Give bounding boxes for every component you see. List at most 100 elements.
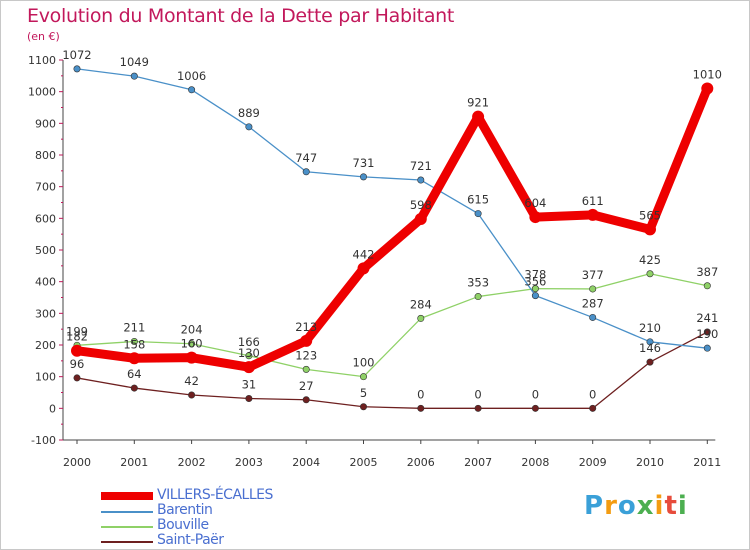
data-label: 604 xyxy=(524,196,546,210)
data-point xyxy=(701,82,714,95)
y-tick-label: 700 xyxy=(35,181,56,194)
data-label: 123 xyxy=(295,348,317,362)
data-label: 1049 xyxy=(120,55,149,69)
data-label: 96 xyxy=(70,357,85,371)
data-point xyxy=(589,313,597,321)
data-point xyxy=(472,110,485,123)
y-tick-label: 200 xyxy=(35,339,56,352)
data-label: 0 xyxy=(589,387,596,401)
y-tick-label: 800 xyxy=(35,149,56,162)
logo-letter: t xyxy=(664,491,678,521)
data-point xyxy=(188,340,196,348)
legend-swatch-saint-paer xyxy=(101,541,153,543)
series-line xyxy=(76,273,708,378)
data-label: 1010 xyxy=(693,68,722,82)
data-label: 0 xyxy=(474,387,481,401)
data-label: 598 xyxy=(410,198,432,212)
y-tick-label: 0 xyxy=(49,402,56,415)
legend-item-barentin: Barentin xyxy=(101,502,321,519)
data-label: 731 xyxy=(353,156,375,170)
legend-label-saint-paer: Saint-Paër xyxy=(157,532,224,548)
proxiti-logo: Proxiti xyxy=(584,491,688,521)
axes: -100010020030040050060070080090010001100… xyxy=(28,54,721,469)
data-point xyxy=(417,314,425,322)
legend-item-saint-paer: Saint-Paër xyxy=(101,532,321,549)
data-label: 213 xyxy=(295,320,317,334)
data-label: 241 xyxy=(696,311,718,325)
logo-letter: i xyxy=(654,491,665,521)
data-point xyxy=(130,72,138,80)
x-tick-label: 2003 xyxy=(235,456,263,469)
data-label: 166 xyxy=(238,335,260,349)
data-label: 158 xyxy=(123,337,145,351)
data-point xyxy=(531,292,539,300)
data-label: 100 xyxy=(353,356,375,370)
data-point xyxy=(589,285,597,293)
y-tick-label: -100 xyxy=(31,434,56,447)
legend-swatch-villers xyxy=(101,492,153,500)
y-tick-label: 300 xyxy=(35,307,56,320)
data-label: 5 xyxy=(360,386,367,400)
x-tick-label: 2004 xyxy=(292,456,320,469)
data-point xyxy=(188,391,196,399)
data-point xyxy=(245,123,253,131)
data-label: 287 xyxy=(582,296,604,310)
logo-letter: x xyxy=(636,491,655,521)
data-point xyxy=(474,293,482,301)
data-point xyxy=(300,334,313,347)
data-point xyxy=(302,365,310,373)
y-tick-label: 500 xyxy=(35,244,56,257)
x-tick-label: 2006 xyxy=(407,456,435,469)
data-point xyxy=(417,404,425,412)
data-point xyxy=(703,328,711,336)
x-tick-label: 2007 xyxy=(464,456,492,469)
data-point xyxy=(586,208,599,221)
data-point xyxy=(245,352,253,360)
data-point xyxy=(531,285,539,293)
logo-letter: P xyxy=(584,491,605,521)
data-label: 210 xyxy=(639,321,661,335)
line-chart: -100010020030040050060070080090010001100… xyxy=(28,48,722,469)
legend-label-barentin: Barentin xyxy=(157,502,213,518)
data-point xyxy=(359,173,367,181)
data-label: 611 xyxy=(582,194,604,208)
data-label: 1006 xyxy=(177,69,206,83)
legend: VILLERS-ÉCALLES Barentin Bouville Saint-… xyxy=(101,487,321,549)
legend-item-villers: VILLERS-ÉCALLES xyxy=(101,487,321,504)
legend-swatch-bouville xyxy=(101,526,153,528)
data-point xyxy=(646,270,654,278)
data-point xyxy=(703,282,711,290)
data-label: 0 xyxy=(532,387,539,401)
data-point xyxy=(414,212,427,225)
data-label: 356 xyxy=(524,275,546,289)
data-label: 190 xyxy=(696,327,718,341)
data-point xyxy=(589,404,597,412)
data-point xyxy=(359,403,367,411)
data-label: 27 xyxy=(299,379,314,393)
data-point xyxy=(128,352,141,365)
legend-item-bouville: Bouville xyxy=(101,517,321,534)
x-tick-label: 2011 xyxy=(693,456,721,469)
data-label: 182 xyxy=(66,330,88,344)
data-label: 425 xyxy=(639,253,661,267)
series-line xyxy=(76,331,708,409)
x-tick-label: 2009 xyxy=(579,456,607,469)
data-label: 31 xyxy=(242,378,257,392)
data-point xyxy=(474,404,482,412)
y-tick-label: 1100 xyxy=(28,54,56,67)
data-point xyxy=(130,384,138,392)
data-label: 130 xyxy=(238,346,260,360)
data-label: 0 xyxy=(417,387,424,401)
chart-subtitle: (en €) xyxy=(27,30,60,43)
data-label: 64 xyxy=(127,367,142,381)
data-point xyxy=(474,210,482,218)
y-tick-label: 100 xyxy=(35,371,56,384)
logo-letter: o xyxy=(617,491,637,521)
data-label: 615 xyxy=(467,193,489,207)
data-label: 921 xyxy=(467,96,489,110)
data-label: 1072 xyxy=(62,48,91,62)
logo-letter: i xyxy=(677,491,688,521)
data-label: 747 xyxy=(295,151,317,165)
data-label: 565 xyxy=(639,208,661,222)
